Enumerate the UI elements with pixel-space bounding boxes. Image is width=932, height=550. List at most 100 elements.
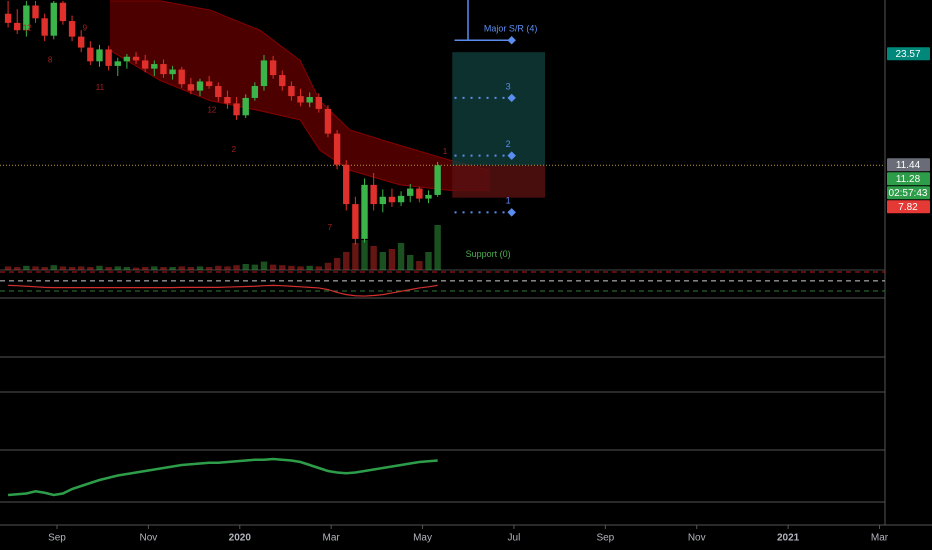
candle-body — [14, 22, 21, 31]
x-tick-label: 2021 — [777, 533, 800, 544]
volume-bar — [434, 225, 441, 270]
cloud-fill — [109, 0, 490, 191]
candle-body — [269, 60, 277, 76]
volume-bar — [306, 265, 313, 270]
volume-bar — [114, 266, 121, 270]
volume-bar — [32, 266, 39, 270]
volume-bar — [205, 267, 213, 270]
x-tick-label: May — [413, 533, 432, 544]
volume-bar — [87, 267, 94, 270]
candle-body — [96, 49, 103, 62]
price-badge-label: 11.44 — [896, 160, 921, 171]
candle-body — [169, 69, 176, 75]
volume-bar — [169, 267, 176, 270]
candle-body — [224, 97, 231, 104]
candle-body — [288, 86, 295, 97]
volume-bar — [297, 266, 304, 270]
price-badge-label: 02:57:43 — [889, 188, 928, 199]
price-badge — [887, 47, 930, 61]
candle-body — [260, 60, 268, 87]
cloud-upper — [109, 0, 490, 171]
volume-bar — [324, 262, 332, 270]
candle-body — [397, 195, 405, 203]
volume-bar — [260, 261, 268, 270]
volume-bar — [407, 255, 414, 270]
volume-bar — [41, 267, 48, 270]
candle-body — [205, 81, 213, 87]
x-tick-label: Jul — [508, 533, 521, 544]
price-badge-label: 7.82 — [898, 202, 918, 213]
annotation: 12 — [207, 105, 216, 114]
volume-bar — [333, 258, 341, 270]
candle-body — [233, 103, 240, 116]
volume-bar — [251, 264, 259, 270]
candle-body — [4, 13, 12, 23]
volume-bar — [123, 267, 131, 270]
volume-bar — [370, 246, 377, 270]
x-tick-label: Sep — [596, 533, 614, 544]
volume-bar — [269, 264, 277, 270]
price-badge-label: 11.28 — [896, 174, 921, 185]
candle-body — [379, 196, 386, 205]
volume-bar — [379, 252, 386, 270]
volume-bar — [196, 266, 204, 270]
volume-bar — [397, 243, 405, 270]
candle-body — [68, 21, 76, 37]
candle-body — [178, 69, 185, 85]
sr-label: Support (0) — [466, 249, 511, 259]
sr-label: 2 — [506, 139, 511, 149]
sr-label: 1 — [506, 196, 511, 206]
candle-body — [242, 97, 249, 116]
volume-bar — [315, 266, 323, 270]
volume-bar — [4, 266, 12, 270]
annotation: 2 — [232, 145, 237, 154]
price-badge-label: 23.57 — [895, 49, 920, 60]
candle-body — [251, 86, 259, 98]
candle-body — [187, 84, 195, 91]
sr-label: Major S/R (4) — [484, 24, 538, 34]
candle-body — [59, 2, 67, 22]
volume-bar — [132, 267, 140, 270]
volume-bar — [178, 266, 185, 270]
candle-body — [279, 75, 286, 87]
x-tick-label: Nov — [688, 533, 706, 544]
x-tick-label: Sep — [48, 533, 66, 544]
volume-bar — [151, 266, 158, 270]
oscillator — [7, 457, 438, 497]
volume-bar — [59, 266, 67, 270]
price-badge — [887, 200, 930, 214]
volume-bar — [96, 265, 103, 270]
volume-bar — [279, 265, 286, 270]
candle-body — [352, 204, 359, 239]
candle-body — [434, 165, 441, 195]
annotation: 7 — [328, 223, 333, 232]
volume-bar — [50, 265, 57, 270]
candle-body — [114, 61, 121, 66]
volume-bar — [141, 267, 149, 270]
x-tick-label: 2020 — [229, 533, 252, 544]
candle-body — [333, 133, 341, 165]
volume-bar — [425, 252, 432, 270]
volume-bar — [361, 240, 368, 270]
annotation: 12 — [23, 23, 32, 32]
candle-body — [123, 56, 131, 62]
position-loss — [452, 165, 546, 198]
annotation: 8 — [48, 56, 53, 65]
candle-body — [388, 196, 396, 203]
candle-body — [23, 5, 30, 31]
volume-bar — [416, 261, 423, 270]
volume-bar — [288, 265, 295, 270]
price-badge — [887, 158, 930, 172]
price-badge — [887, 186, 930, 200]
candle-body — [32, 5, 39, 19]
volume-bar — [78, 266, 85, 270]
candle-body — [132, 56, 140, 61]
volume-bar — [215, 265, 222, 270]
annotation: 1 — [443, 147, 448, 156]
x-tick-label: Mar — [871, 533, 889, 544]
candle-body — [160, 64, 167, 75]
candle-body — [141, 60, 149, 69]
candle-body — [407, 188, 414, 196]
